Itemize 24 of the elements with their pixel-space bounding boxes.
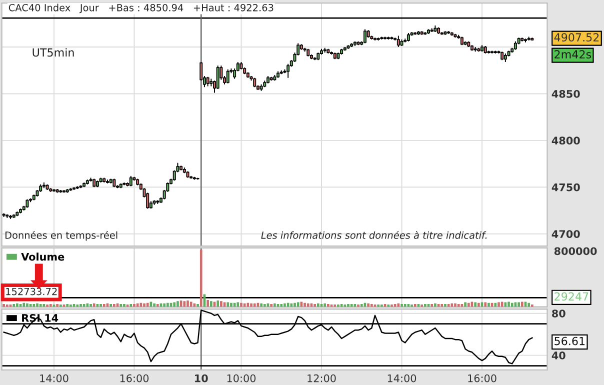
y-tick-label: 4850 [552, 90, 580, 98]
legend-label: Volume [21, 252, 64, 261]
text: 4907.52 [554, 33, 599, 42]
text: 56.61 [554, 336, 585, 346]
y-tick-label: 4750 [552, 183, 580, 192]
x-tick-label: 14:00 [40, 374, 68, 382]
y-tick-label: 4800 [552, 136, 580, 145]
x-tick-label: 10:00 [227, 374, 256, 382]
x-tick-label: 12:00 [308, 374, 336, 382]
text: UT5min [32, 48, 74, 57]
annotation: Les informations sont données à titre indicatif. [261, 230, 487, 239]
y-tick-label: 80 [552, 310, 566, 318]
y-tick-label: 40 [552, 352, 566, 360]
annotation: Données en temps-réel [5, 230, 118, 241]
x-tick-label: 16:00 [120, 374, 149, 382]
text: 2m42s [554, 50, 592, 59]
text: 800000 [554, 247, 597, 256]
x-tick-label: 16:00 [468, 374, 496, 382]
x-tick-label: 10 [195, 374, 208, 382]
chart-title: CAC40 Index Jour +Bas : 4850.94 +Haut : 4922.63 [8, 4, 274, 14]
x-tick-label: 14:00 [388, 374, 416, 382]
text: 29247 [554, 292, 588, 301]
y-tick-label: 4700 [552, 230, 580, 238]
annotation: 152733.72 [6, 288, 57, 296]
